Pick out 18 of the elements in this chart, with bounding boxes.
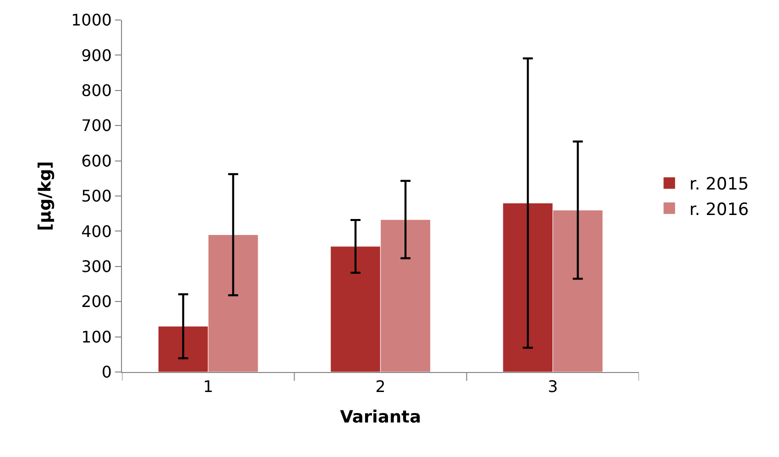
legend-label: r. 2015 <box>689 174 749 195</box>
y-tick-label: 200 <box>81 292 112 312</box>
y-tick-label: 400 <box>81 222 112 241</box>
y-tick-label: 900 <box>81 46 112 65</box>
y-tick-label: 700 <box>81 116 112 136</box>
legend-label: r. 2016 <box>689 200 749 220</box>
y-tick-label: 300 <box>81 257 112 276</box>
y-tick-label: 0 <box>102 362 112 382</box>
y-tick-label: 500 <box>81 186 112 206</box>
y-tick-label: 100 <box>81 327 112 346</box>
x-tick-label: 2 <box>375 377 386 396</box>
x-axis-title: Varianta <box>340 408 422 428</box>
y-tick-label: 1000 <box>71 10 112 30</box>
y-axis-title: [µg/kg] <box>36 161 56 231</box>
x-tick-label: 3 <box>548 377 558 396</box>
y-tick-label: 800 <box>81 81 112 100</box>
x-tick-label: 1 <box>203 377 214 396</box>
y-tick-label: 600 <box>81 151 112 170</box>
